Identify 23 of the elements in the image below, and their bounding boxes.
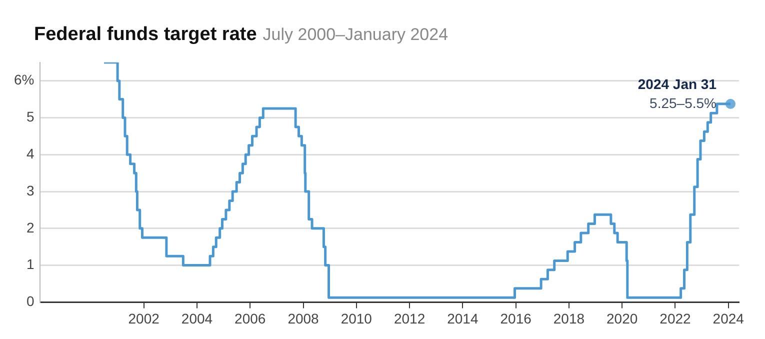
x-tick-label: 2012: [394, 310, 426, 326]
annotation: 5.25–5.5%: [650, 94, 716, 111]
y-tick-label: 1: [26, 256, 34, 272]
x-tick-label: 2016: [500, 310, 532, 326]
x-tick-label: 2024: [712, 310, 744, 326]
annotation: 2024 Jan 31: [638, 76, 717, 92]
x-tick-label: 2006: [234, 310, 266, 326]
chart-subtitle: July 2000–January 2024: [262, 25, 448, 44]
y-tick-label: 6%: [14, 72, 34, 88]
x-tick-label: 2008: [288, 310, 320, 326]
x-tick-label: 2022: [660, 310, 692, 326]
y-tick-label: 3: [26, 182, 34, 198]
y-tick-label: 0: [26, 293, 34, 310]
x-tick-label: 2018: [553, 310, 585, 326]
y-tick-label: 2: [26, 219, 34, 236]
y-tick-label: 4: [26, 145, 34, 162]
x-tick-label: 2010: [340, 310, 372, 326]
y-tick-label: 5: [26, 108, 34, 125]
x-tick-label: 2020: [606, 310, 638, 326]
chart-title: Federal funds target rate: [34, 24, 257, 45]
x-tick-label: 2004: [181, 310, 213, 326]
x-tick-label: 2014: [447, 310, 478, 326]
x-tick-label: 2002: [128, 310, 160, 326]
